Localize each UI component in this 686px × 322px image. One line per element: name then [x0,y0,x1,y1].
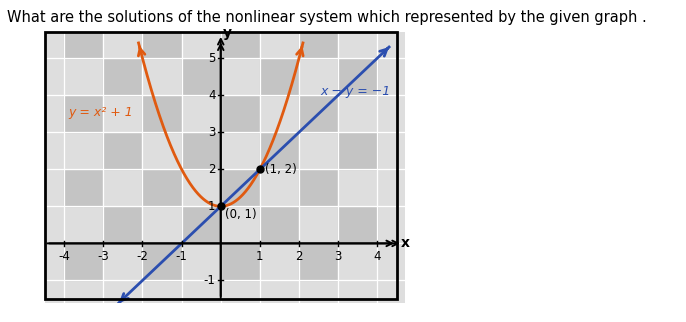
Bar [182,206,221,243]
Bar [64,21,104,58]
Text: 1: 1 [208,200,215,213]
Bar [64,132,104,169]
Bar [338,21,377,58]
Bar [338,95,377,132]
Bar [260,169,299,206]
Bar [260,132,299,169]
Bar [221,243,260,280]
Bar [299,95,338,132]
Text: y = x² + 1: y = x² + 1 [68,106,133,118]
Text: 2: 2 [295,250,303,263]
Bar [221,58,260,95]
Bar [221,132,260,169]
Bar [338,206,377,243]
Text: 2: 2 [208,163,215,176]
Text: (0, 1): (0, 1) [226,208,257,221]
Bar [299,169,338,206]
Bar [104,132,143,169]
Bar [299,58,338,95]
Text: x: x [401,236,410,251]
Text: -3: -3 [97,250,109,263]
Bar [260,95,299,132]
Bar [221,95,260,132]
Bar [221,21,260,58]
Bar [338,243,377,280]
Bar [64,58,104,95]
Text: -4: -4 [58,250,70,263]
Text: 5: 5 [209,52,215,65]
Bar [143,21,182,58]
Bar [104,169,143,206]
Bar [182,95,221,132]
Bar [338,132,377,169]
Bar [260,21,299,58]
Bar [338,169,377,206]
Text: 4: 4 [208,89,215,102]
Bar [260,206,299,243]
Bar [260,243,299,280]
Bar [143,95,182,132]
Bar [182,243,221,280]
Bar [143,169,182,206]
Bar [104,243,143,280]
Bar [143,206,182,243]
Text: 1: 1 [256,250,263,263]
Bar [299,21,338,58]
Bar [182,132,221,169]
Text: 3: 3 [209,126,215,139]
Bar [143,132,182,169]
Text: -1: -1 [176,250,187,263]
Bar [182,169,221,206]
Bar [221,206,260,243]
Bar [64,169,104,206]
Bar [299,206,338,243]
Bar [143,58,182,95]
Bar [338,58,377,95]
Text: y: y [223,26,232,40]
Bar [260,58,299,95]
Bar [104,206,143,243]
Text: -2: -2 [137,250,148,263]
Bar [299,243,338,280]
Text: 3: 3 [335,250,342,263]
Text: (1, 2): (1, 2) [265,163,296,176]
Bar [182,21,221,58]
Bar [299,132,338,169]
Bar [104,21,143,58]
Bar [64,95,104,132]
Bar [104,95,143,132]
Bar [221,169,260,206]
Text: 4: 4 [374,250,381,263]
Bar [104,58,143,95]
Text: What are the solutions of the nonlinear system which represented by the given gr: What are the solutions of the nonlinear … [7,10,647,25]
Bar [64,206,104,243]
Text: -1: -1 [204,274,215,287]
Bar [143,243,182,280]
Bar [182,58,221,95]
Text: x − y = −1: x − y = −1 [320,85,391,98]
Bar [64,243,104,280]
